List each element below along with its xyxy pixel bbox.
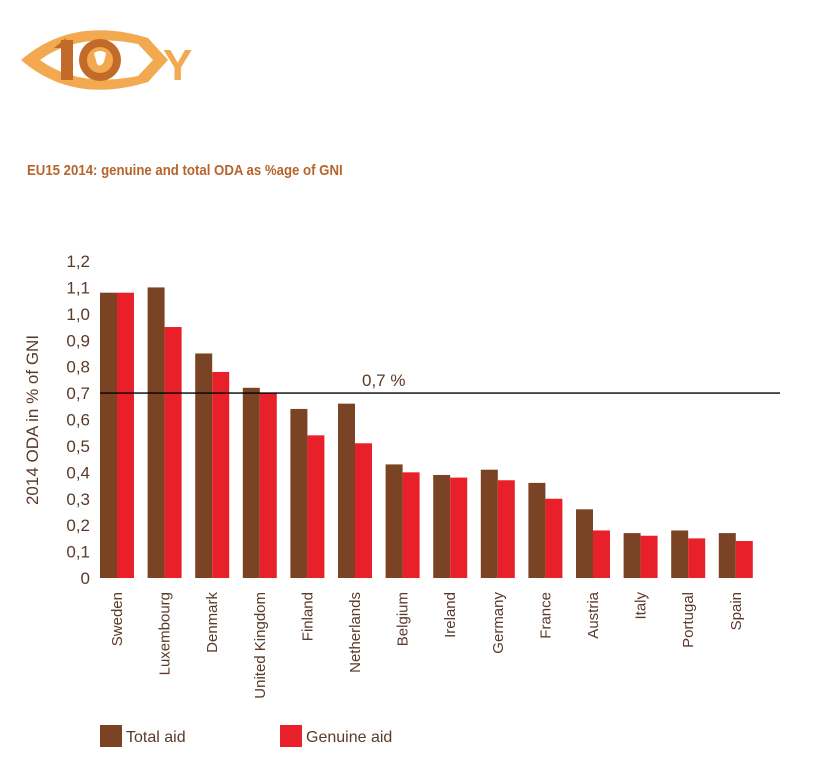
bar-total-spain: [718, 533, 736, 578]
bar-genuine-sweden: [117, 292, 134, 578]
bar-total-portugal: [671, 530, 689, 578]
y-tick-label: 0,3: [66, 490, 90, 509]
y-axis-label: 2014 ODA in % of GNI: [23, 335, 42, 505]
bar-genuine-spain: [735, 541, 753, 578]
bar-genuine-netherlands: [355, 443, 372, 578]
category-label: United Kingdom: [252, 592, 269, 699]
category-label: Austria: [585, 591, 602, 638]
bar-total-italy: [623, 533, 641, 578]
bar-total-france: [528, 482, 546, 578]
reference-line-label: 0,7 %: [362, 371, 405, 390]
category-label: Denmark: [204, 592, 221, 653]
category-label: Luxembourg: [157, 592, 174, 675]
bar-genuine-belgium: [402, 472, 420, 578]
category-label: Sweden: [109, 592, 126, 646]
category-label: Netherlands: [347, 592, 364, 673]
bar-total-germany: [480, 469, 498, 578]
category-label: Ireland: [442, 592, 459, 638]
y-tick-label: 1,0: [66, 305, 90, 324]
y-tick-label: 0,8: [66, 358, 90, 377]
y-tick-label: 0: [81, 569, 90, 588]
bar-total-belgium: [385, 464, 403, 578]
category-label: Finland: [299, 592, 316, 641]
bar-total-austria: [576, 509, 593, 578]
svg-text:Y: Y: [163, 41, 192, 90]
legend-swatch-genuine: [280, 725, 302, 747]
y-tick-label: 0,5: [66, 437, 90, 456]
y-tick-label: 0,6: [66, 411, 90, 430]
bar-genuine-finland: [307, 435, 325, 578]
bar-total-united-kingdom: [242, 387, 260, 578]
legend-label-genuine: Genuine aid: [306, 729, 392, 746]
category-label: France: [537, 592, 554, 639]
category-label: Germany: [490, 592, 507, 654]
y-tick-label: 0,4: [66, 463, 90, 482]
bar-total-luxembourg: [147, 287, 165, 578]
bar-genuine-portugal: [688, 538, 706, 578]
logo: Y: [21, 30, 192, 90]
bar-total-sweden: [100, 292, 117, 578]
category-label: Belgium: [395, 592, 412, 646]
y-tick-label: 0,7: [66, 384, 90, 403]
y-tick-label: 0,9: [66, 331, 90, 350]
category-label: Italy: [633, 592, 650, 620]
category-label: Portugal: [680, 592, 697, 648]
bar-genuine-italy: [640, 535, 658, 578]
legend-swatch-total: [100, 725, 122, 747]
bar-genuine-denmark: [212, 371, 230, 578]
y-tick-label: 1,2: [66, 252, 90, 271]
y-tick-label: 0,1: [66, 543, 90, 562]
bar-total-ireland: [433, 474, 451, 578]
bar-total-finland: [290, 408, 308, 578]
chart-title: EU15 2014: genuine and total ODA as %age…: [27, 162, 343, 179]
category-label: Spain: [728, 592, 745, 630]
bar-total-denmark: [195, 353, 213, 578]
bar-genuine-luxembourg: [164, 327, 182, 578]
y-tick-label: 1,1: [66, 278, 90, 297]
y-tick-label: 0,2: [66, 516, 90, 535]
bar-genuine-ireland: [450, 477, 468, 578]
bar-genuine-austria: [593, 530, 610, 578]
bar-genuine-france: [545, 498, 563, 578]
bar-genuine-germany: [497, 480, 515, 578]
bar-total-netherlands: [338, 403, 355, 578]
bar-genuine-united-kingdom: [259, 393, 277, 578]
legend-label-total: Total aid: [126, 729, 186, 746]
